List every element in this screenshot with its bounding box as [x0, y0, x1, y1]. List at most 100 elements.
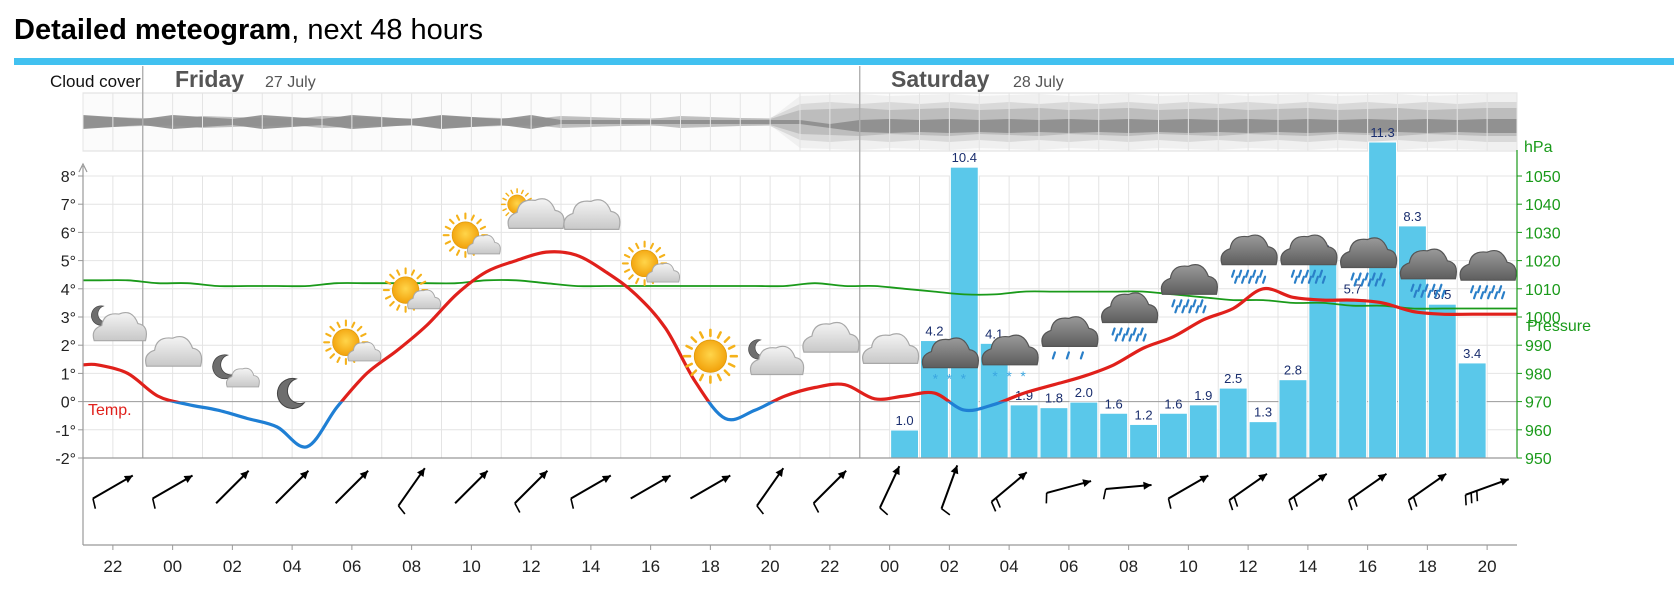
- precip-label: 1.8: [1045, 391, 1063, 406]
- wind-head: [950, 465, 959, 475]
- x-tick-label: 06: [1059, 557, 1078, 576]
- wind-head: [183, 475, 193, 483]
- rain-drop: [1118, 327, 1123, 336]
- wind-arrow: [812, 470, 847, 513]
- rain-drop: [1247, 275, 1253, 284]
- wind-arrow: [151, 474, 194, 509]
- title-rest: , next 48 hours: [291, 14, 484, 46]
- rain-drop: [1181, 305, 1186, 314]
- wind-head: [299, 470, 309, 480]
- wind-head: [1143, 481, 1152, 490]
- snow-flake: *: [992, 368, 998, 384]
- cloudy-icon: [145, 335, 203, 367]
- rain-drop: [1135, 333, 1140, 342]
- rain-drop: [1258, 269, 1264, 278]
- cloud-shape: [802, 321, 860, 353]
- y-tick-label: 4°: [61, 282, 76, 299]
- rain-drop: [1195, 305, 1200, 314]
- cloud-shape: [145, 335, 203, 367]
- rain-drop: [1079, 351, 1085, 360]
- wind-head: [1437, 473, 1447, 482]
- wind-barb: [1348, 499, 1353, 511]
- x-tick-label: 14: [581, 557, 600, 576]
- wind-arrow: [990, 471, 1028, 512]
- x-tick-label: 10: [462, 557, 481, 576]
- x-tick-label: 14: [1298, 557, 1317, 576]
- pressure-tick-label: 1050: [1525, 169, 1561, 186]
- cloud-cover-label: Cloud cover: [50, 72, 141, 91]
- wind-arrow: [1167, 474, 1209, 509]
- precip-label: 11.3: [1370, 125, 1394, 140]
- x-tick-label: 04: [283, 557, 302, 576]
- rain-drop: [1174, 305, 1179, 314]
- wind-barb: [1475, 490, 1479, 502]
- rain-drop: [1427, 289, 1432, 298]
- precip-label: 2.5: [1224, 371, 1242, 386]
- precip-bar: [1069, 401, 1099, 459]
- rain-drop: [1251, 269, 1257, 278]
- wind-arrow: [514, 470, 549, 513]
- pressure-tick-label: 990: [1525, 338, 1552, 355]
- wind-head: [538, 470, 548, 480]
- rain-drop: [1065, 351, 1071, 360]
- rain-drop: [1240, 275, 1246, 284]
- precip-bar: [1308, 258, 1338, 459]
- pressure-tick-label: 1000: [1525, 310, 1561, 327]
- cloudy-night-icon: [212, 354, 260, 388]
- rain-drop: [1321, 275, 1327, 284]
- wind-arrow: [397, 467, 426, 515]
- rain-drop: [1139, 327, 1144, 336]
- small-cloud-shape: [225, 367, 260, 388]
- rain-drop: [1111, 327, 1116, 336]
- rain-drop: [1244, 269, 1250, 278]
- y-tick-label: 8°: [61, 169, 76, 186]
- rain-drop: [1125, 327, 1130, 336]
- pressure-line-group: [82, 279, 1517, 310]
- pressure-tick-label: 1010: [1525, 282, 1561, 299]
- precip-label: 1.6: [1105, 396, 1123, 411]
- page-title: Detailed meteogram, next 48 hours: [14, 14, 483, 47]
- precip-label: 2.8: [1284, 363, 1302, 378]
- x-tick-label: 02: [940, 557, 959, 576]
- rain-drop: [1472, 291, 1478, 300]
- date-label-saturday: 28 July: [1013, 74, 1064, 91]
- rain-drop: [1114, 333, 1119, 342]
- wind-barb: [941, 507, 951, 516]
- rain-drop: [1230, 269, 1236, 278]
- wind-barb: [397, 505, 406, 515]
- wind-barb: [1288, 499, 1294, 511]
- precip-label: 1.6: [1164, 396, 1182, 411]
- precip-bar: [1188, 404, 1218, 459]
- pressure-unit-label: hPa: [1524, 139, 1553, 156]
- partly-cloudy-day-icon: [442, 212, 501, 258]
- rain-drop: [1132, 327, 1137, 336]
- wind-barb: [1470, 492, 1473, 504]
- day-label-friday: Friday: [175, 66, 244, 92]
- temp-series-label: Temp.: [88, 402, 132, 419]
- rain-drop: [1371, 272, 1376, 281]
- weather-symbols: * * * * * *: [91, 188, 1517, 409]
- precip-label: 1.9: [1194, 388, 1212, 403]
- title-divider: [14, 58, 1674, 65]
- chart-grid: [82, 66, 1518, 459]
- rain-drop: [1318, 269, 1324, 278]
- rain-drop: [1353, 278, 1358, 287]
- precip-bar: [1338, 298, 1368, 459]
- wind-arrow: [275, 470, 310, 504]
- rain-drop: [1360, 278, 1365, 287]
- wind-head: [1199, 475, 1209, 483]
- x-tick-label: 18: [701, 557, 720, 576]
- light-rain-icon: [1041, 316, 1099, 360]
- x-tick-label: 20: [761, 557, 780, 576]
- cloudy-icon: [861, 333, 920, 364]
- wind-barb: [756, 505, 765, 515]
- wind-barb: [879, 507, 889, 516]
- rain-drop: [1185, 299, 1190, 308]
- dark-cloud-shape: [1100, 292, 1159, 324]
- y-tick-label: 7°: [61, 197, 76, 214]
- temperature-line-cold: [167, 401, 1007, 449]
- wind-barb: [1464, 494, 1467, 506]
- x-tick-label: 18: [1418, 557, 1437, 576]
- wind-arrow: [1288, 472, 1328, 511]
- mostly-cloudy-day-icon: [500, 188, 565, 229]
